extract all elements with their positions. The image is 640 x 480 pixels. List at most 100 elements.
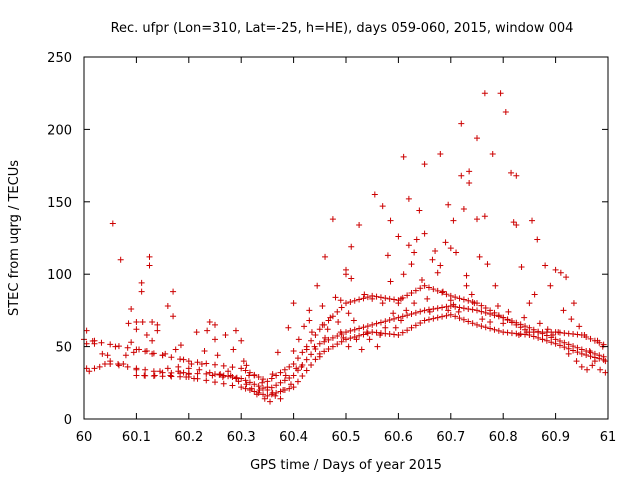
data-point <box>421 307 428 314</box>
data-point <box>587 335 594 342</box>
data-point <box>400 271 407 278</box>
data-point <box>282 372 289 379</box>
data-point <box>578 350 585 357</box>
data-point <box>335 318 342 325</box>
data-point <box>308 329 315 336</box>
data-point <box>447 292 454 299</box>
data-point <box>343 266 349 273</box>
x-tick-label: 60.6 <box>384 430 413 445</box>
data-point <box>246 387 253 394</box>
data-point <box>133 372 140 379</box>
data-point <box>489 151 496 158</box>
data-point <box>338 331 345 338</box>
data-point <box>443 303 450 310</box>
data-point <box>377 294 384 301</box>
data-point <box>128 339 135 346</box>
data-point <box>217 371 224 378</box>
data-point <box>543 337 550 344</box>
data-point <box>570 347 577 354</box>
data-point <box>445 201 452 208</box>
data-point <box>138 288 145 295</box>
data-point <box>452 303 459 310</box>
data-point <box>466 179 473 186</box>
data-point <box>294 378 301 385</box>
data-point <box>142 366 149 373</box>
data-point <box>513 172 520 179</box>
chart-title: Rec. ufpr (Lon=310, Lat=-25, h=HE), days… <box>111 21 574 36</box>
data-point <box>206 369 213 376</box>
data-point <box>552 340 559 347</box>
data-point <box>314 282 321 289</box>
data-point <box>142 348 149 355</box>
data-point <box>447 303 454 310</box>
data-point <box>295 336 302 343</box>
data-point <box>482 309 489 316</box>
data-point <box>364 323 371 330</box>
data-point <box>364 330 371 337</box>
data-point <box>343 336 349 343</box>
data-point <box>373 293 380 300</box>
data-point <box>404 312 411 319</box>
data-point <box>495 313 502 320</box>
x-tick-label: 60.2 <box>174 430 203 445</box>
data-point <box>303 343 310 350</box>
data-point <box>273 389 280 396</box>
data-point <box>482 324 489 331</box>
data-point <box>220 372 227 379</box>
data-point <box>264 387 271 394</box>
data-point <box>351 333 358 340</box>
data-point <box>212 336 218 343</box>
data-point <box>193 329 200 336</box>
data-point <box>557 269 564 276</box>
data-point <box>379 300 386 307</box>
data-point <box>294 367 301 374</box>
data-point <box>83 340 90 347</box>
data-point <box>542 262 549 269</box>
x-tick-label: 60.8 <box>489 430 518 445</box>
data-point <box>96 363 103 370</box>
data-point <box>277 388 284 395</box>
data-point <box>185 374 192 381</box>
data-point <box>369 321 376 328</box>
data-point <box>321 338 328 345</box>
data-point <box>421 161 428 168</box>
data-point <box>316 326 323 333</box>
data-point <box>561 344 568 351</box>
data-point <box>232 327 239 334</box>
data-point <box>384 252 391 259</box>
x-tick-label: 61 <box>600 430 617 445</box>
data-point <box>321 348 328 355</box>
data-point <box>421 282 428 289</box>
data-point <box>390 310 397 317</box>
data-point <box>574 349 581 356</box>
data-point <box>360 331 367 338</box>
data-point <box>303 356 310 363</box>
data-point <box>206 318 213 325</box>
data-point <box>338 338 345 345</box>
data-point <box>602 369 609 376</box>
data-point <box>260 376 267 383</box>
data-point <box>437 151 444 158</box>
data-point <box>203 370 210 377</box>
data-point <box>374 343 381 350</box>
data-point <box>347 327 354 334</box>
data-point <box>194 359 201 366</box>
data-point <box>89 338 96 345</box>
data-point <box>361 291 368 298</box>
data-point <box>290 347 297 354</box>
data-point <box>529 217 536 224</box>
data-point <box>518 263 525 270</box>
data-point <box>162 350 169 357</box>
y-axis-label: STEC from uqrg / TECUs <box>7 160 22 316</box>
data-point <box>150 373 157 380</box>
data-point <box>587 353 594 360</box>
data-point <box>308 361 315 368</box>
data-point <box>104 352 111 359</box>
data-point <box>443 312 450 319</box>
data-point <box>260 391 267 398</box>
data-point <box>259 379 266 386</box>
data-point <box>382 324 389 331</box>
data-point <box>172 346 179 353</box>
data-point <box>264 378 271 385</box>
